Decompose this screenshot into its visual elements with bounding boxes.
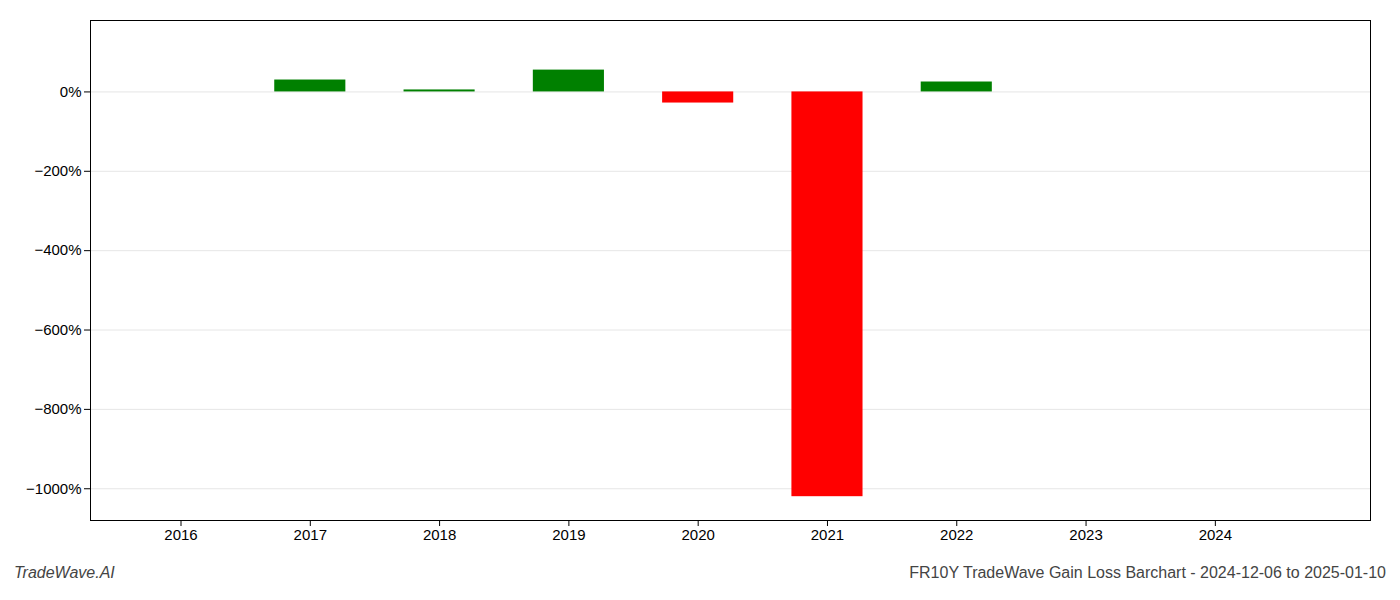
svg-text:0%: 0%	[60, 83, 82, 100]
svg-text:−400%: −400%	[34, 241, 81, 258]
svg-text:2023: 2023	[1069, 526, 1102, 543]
svg-text:−600%: −600%	[34, 321, 81, 338]
svg-text:2016: 2016	[164, 526, 197, 543]
svg-text:2020: 2020	[681, 526, 714, 543]
svg-text:2024: 2024	[1199, 526, 1232, 543]
html-text:TradeWave.AI: TradeWave.AI	[14, 564, 115, 581]
svg-text:2021: 2021	[811, 526, 844, 543]
svg-text:−200%: −200%	[34, 162, 81, 179]
html-text:FR10Y TradeWave Gain Loss Barc: FR10Y TradeWave Gain Loss Barchart - 202…	[909, 564, 1386, 581]
svg-text:−1000%: −1000%	[26, 480, 81, 497]
svg-text:2017: 2017	[294, 526, 327, 543]
svg-text:2019: 2019	[552, 526, 585, 543]
svg-text:2018: 2018	[423, 526, 456, 543]
svg-text:−800%: −800%	[34, 400, 81, 417]
svg-text:2022: 2022	[940, 526, 973, 543]
